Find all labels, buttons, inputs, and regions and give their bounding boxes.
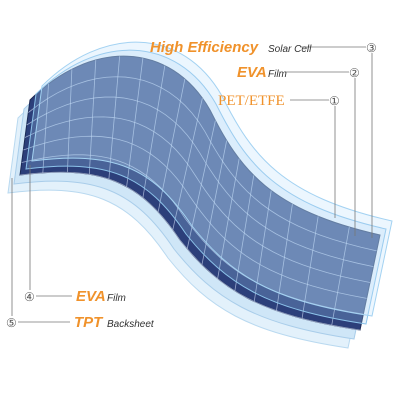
cell-line <box>23 135 367 299</box>
leaders <box>11 46 373 323</box>
label-main: EVA <box>237 64 267 81</box>
label-sub: Film <box>268 69 287 80</box>
label-number: ⑤ <box>6 316 17 330</box>
label-number: ① <box>329 94 340 108</box>
label-sub: Solar Cell <box>268 44 312 55</box>
cell-line <box>26 96 374 268</box>
leader-line <box>29 165 72 297</box>
label-sub: Backsheet <box>107 319 155 330</box>
leader-line <box>290 99 336 218</box>
leader-line <box>300 46 373 238</box>
cell-grid <box>19 56 377 331</box>
label-main: TPT <box>74 314 104 331</box>
label-number: ④ <box>24 290 35 304</box>
eva-top-layer <box>25 49 387 325</box>
label-number: ③ <box>366 41 377 55</box>
leader-line <box>11 178 70 323</box>
label-main: EVA <box>76 288 106 305</box>
cell-line <box>28 76 377 252</box>
pet-layer <box>31 41 393 317</box>
label-number: ② <box>349 66 360 80</box>
label-main: High Efficiency <box>150 39 259 56</box>
label-sub: Film <box>107 293 126 304</box>
layers <box>7 41 393 349</box>
cell-line <box>19 171 361 331</box>
leader-line <box>285 71 356 236</box>
cell-line <box>24 116 371 283</box>
label-main: PET/ETFE <box>218 93 285 109</box>
